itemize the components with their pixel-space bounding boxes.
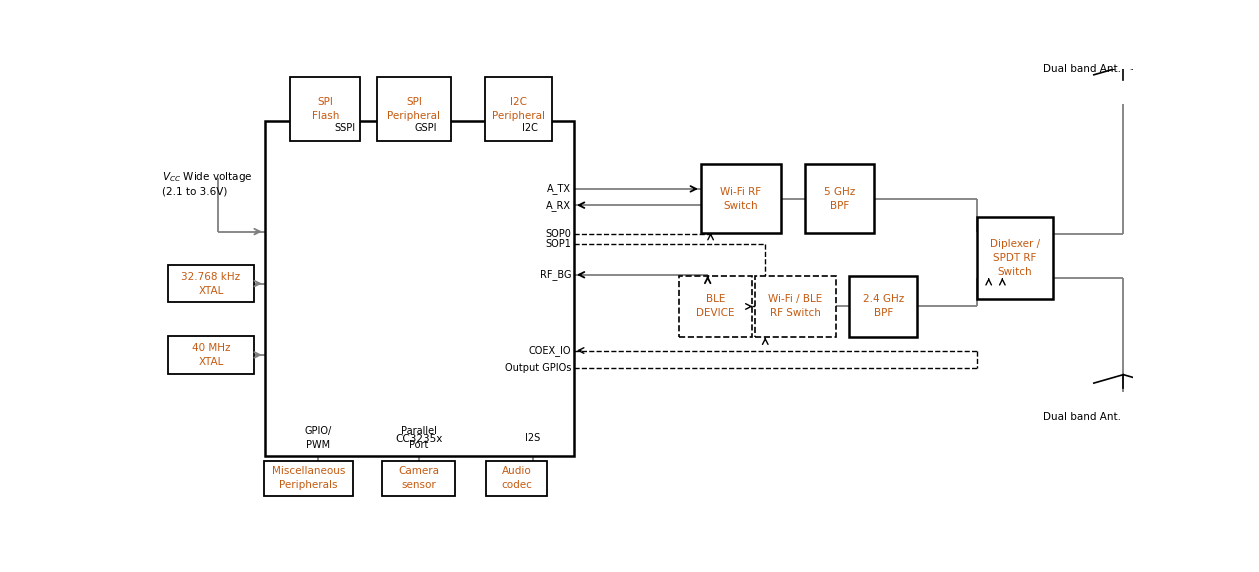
Text: SOP0: SOP0 (545, 229, 572, 239)
Text: 5 GHz
BPF: 5 GHz BPF (823, 186, 855, 210)
Text: I2C: I2C (522, 123, 538, 133)
Text: I2S: I2S (525, 433, 540, 443)
Text: SPI
Peripheral: SPI Peripheral (388, 97, 441, 121)
Text: Audio
codec: Audio codec (501, 466, 531, 490)
Bar (383, 460, 456, 496)
Text: GSPI: GSPI (414, 123, 437, 133)
Text: GPIO/
PWM: GPIO/ PWM (305, 426, 332, 450)
Bar (378, 77, 451, 141)
Bar (485, 77, 551, 141)
Bar (806, 164, 874, 233)
Text: CC3235x: CC3235x (395, 434, 443, 444)
Bar (169, 336, 254, 374)
Text: Wi-Fi RF
Switch: Wi-Fi RF Switch (720, 186, 762, 210)
Bar (169, 265, 254, 302)
Bar (486, 460, 546, 496)
Bar (755, 276, 836, 337)
Bar (263, 460, 354, 496)
Text: Diplexer /
SPDT RF
Switch: Diplexer / SPDT RF Switch (990, 239, 1040, 277)
Text: 32.768 kHz
XTAL: 32.768 kHz XTAL (181, 272, 240, 296)
Text: Parallel
Port: Parallel Port (400, 426, 437, 450)
Text: 40 MHz
XTAL: 40 MHz XTAL (191, 343, 230, 367)
Text: $V_{CC}$ Wide voltage: $V_{CC}$ Wide voltage (162, 169, 253, 184)
Bar (977, 217, 1053, 299)
Bar (849, 276, 918, 337)
Text: Wi-Fi / BLE
RF Switch: Wi-Fi / BLE RF Switch (768, 295, 822, 319)
Text: COEX_IO: COEX_IO (529, 345, 572, 356)
Text: A_TX: A_TX (548, 184, 572, 194)
Text: A_RX: A_RX (546, 200, 572, 210)
Text: SOP1: SOP1 (545, 239, 572, 249)
Text: (2.1 to 3.6V): (2.1 to 3.6V) (162, 187, 228, 197)
Bar (264, 121, 574, 456)
Text: I2C
Peripheral: I2C Peripheral (492, 97, 545, 121)
Text: Dual band Ant.: Dual band Ant. (1044, 63, 1122, 74)
Text: Camera
sensor: Camera sensor (398, 466, 439, 490)
Text: SSPI: SSPI (334, 123, 355, 133)
Bar (701, 164, 781, 233)
Bar (679, 276, 752, 337)
Text: Output GPIOs: Output GPIOs (505, 363, 572, 373)
Text: RF_BG: RF_BG (540, 269, 572, 280)
Bar (290, 77, 360, 141)
Text: 2.4 GHz
BPF: 2.4 GHz BPF (862, 295, 904, 319)
Text: SPI
Flash: SPI Flash (311, 97, 339, 121)
Text: Dual band Ant.: Dual band Ant. (1044, 412, 1122, 422)
Text: Miscellaneous
Peripherals: Miscellaneous Peripherals (272, 466, 345, 490)
Text: BLE
DEVICE: BLE DEVICE (696, 295, 735, 319)
